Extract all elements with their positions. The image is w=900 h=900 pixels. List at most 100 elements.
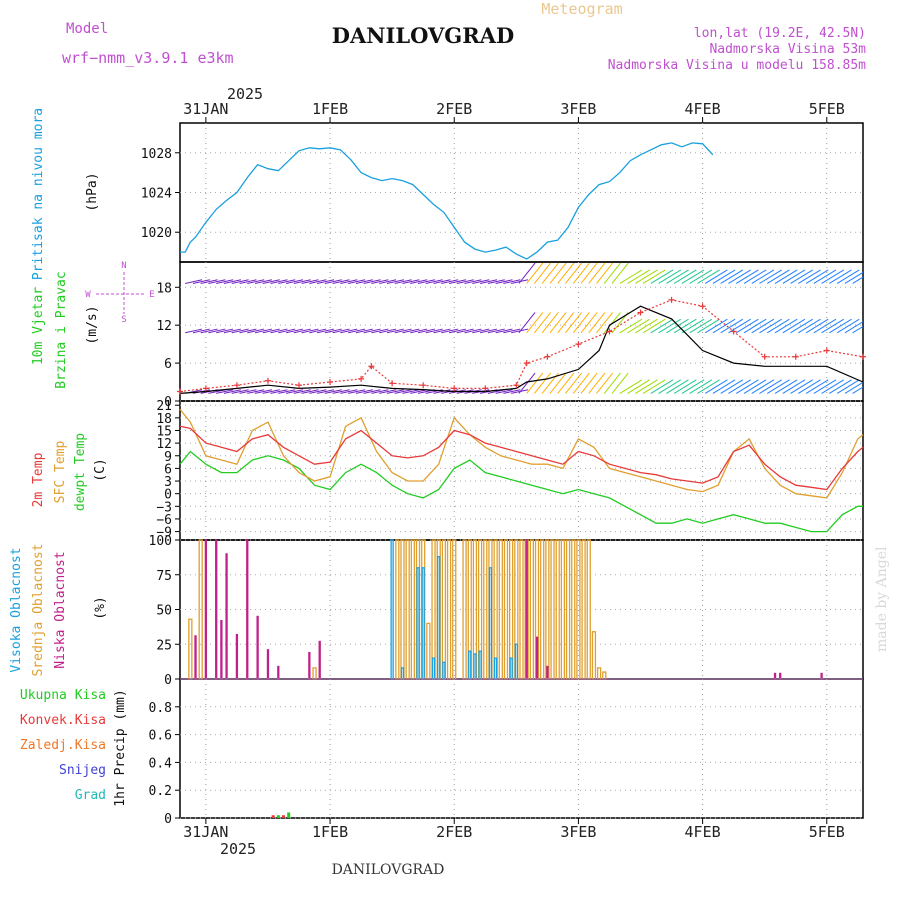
wind-arrow [627, 379, 650, 394]
wind-arrow [580, 262, 598, 284]
wind-arrow [417, 328, 436, 334]
wind-arrow [767, 318, 790, 334]
low-cloud-bar [246, 539, 249, 680]
wind-arrow [689, 318, 713, 334]
wind-arrow [603, 262, 621, 284]
low-cloud-bar [820, 672, 823, 680]
wind-arrow [278, 389, 296, 394]
low-cloud-bar [235, 633, 239, 680]
wind-arrow [285, 328, 304, 334]
mid-cloud-bar [591, 631, 597, 680]
panel-frames [179, 122, 864, 819]
wind-arrow [371, 279, 389, 284]
wind-arrow [650, 379, 674, 394]
chart-marks [177, 142, 866, 818]
wind-arrow [852, 386, 863, 394]
wind-arrow [247, 389, 265, 394]
wind-arrow [557, 262, 575, 284]
wind-arrow [433, 279, 451, 284]
y-tick-label: −6 [156, 513, 172, 528]
wind-arrow [239, 279, 257, 284]
wind-arrow [394, 279, 412, 284]
low-cloud-bar [779, 672, 782, 680]
precip-label-total: Ukupna Kisa [20, 688, 106, 703]
wind-arrow [301, 328, 319, 334]
wind-arrow [751, 269, 775, 284]
temp2m-line [179, 425, 864, 491]
wind-arrow [479, 328, 498, 334]
wind-arrow [821, 318, 845, 334]
wind-arrow [728, 269, 751, 284]
y-tick-label: 1028 [141, 147, 172, 162]
mid-cloud-bar [586, 539, 591, 680]
wind-arrow [239, 389, 257, 394]
wind-arrow [317, 279, 335, 284]
wind-arrow [410, 279, 428, 284]
wind-arrow [603, 312, 621, 334]
wind-arrow [697, 318, 720, 334]
wind-arrow [735, 318, 759, 334]
wind-arrow [379, 389, 397, 394]
wind-arrow [270, 389, 288, 394]
wind-arrow [402, 279, 420, 284]
mid-cloud-bar [560, 539, 566, 680]
wind-arrow [355, 279, 373, 284]
y-tick-label: 18 [156, 412, 172, 427]
gust-marker [202, 385, 209, 392]
gust-marker [482, 385, 489, 392]
wind-arrow [619, 318, 643, 334]
precip-label-frz: Zaledj.Kisa [20, 738, 106, 753]
wind-arrow [208, 328, 226, 334]
wind-arrow [572, 262, 590, 284]
wind-arrow [712, 269, 736, 284]
wind-arrow [790, 379, 813, 394]
wind-arrow [185, 328, 203, 334]
gust-marker [544, 353, 551, 360]
high-cloud-bar [509, 657, 513, 680]
wind-arrow [774, 379, 798, 394]
low-cloud-bar [256, 615, 259, 680]
wind-arrow [386, 279, 404, 284]
wind-arrow [728, 318, 751, 334]
cloud-label-1: Visoka Oblacnost [9, 547, 24, 672]
wind-arrow [464, 279, 482, 284]
wind-arrow [247, 328, 265, 334]
top-day-label: 31JAN [183, 100, 228, 118]
wind-arrow [720, 318, 744, 334]
wind-arrow [472, 328, 490, 334]
wind-arrow [433, 389, 451, 394]
low-cloud-bar [194, 635, 197, 680]
high-cloud-bar [468, 650, 472, 680]
gust-marker [699, 303, 706, 310]
wind-arrow [441, 328, 459, 334]
wind-arrow [410, 328, 428, 334]
high-cloud-bar [473, 653, 477, 680]
top-day-label: 1FEB [312, 100, 348, 118]
low-cloud-bar [277, 665, 280, 680]
wind-arrow [759, 379, 782, 394]
wind-arrow [223, 279, 241, 284]
sfc-temp-line [179, 408, 864, 499]
mid-cloud-bar [581, 539, 586, 680]
wind-arrow [518, 262, 536, 284]
wind-arrow [572, 372, 590, 394]
wind-arrow [798, 269, 821, 284]
mid-cloud-bar [312, 667, 317, 680]
wind-arrow [759, 318, 782, 334]
precip-bar-total [287, 812, 291, 818]
wind-arrow [588, 372, 606, 394]
wind-arrow [681, 379, 705, 394]
wind-arrow [798, 318, 821, 334]
wind-arrow [712, 379, 736, 394]
wind-arrow [635, 379, 658, 394]
low-cloud-bar [773, 672, 777, 680]
cloud-label-3: Niska Oblacnost [53, 551, 68, 668]
wind-arrow [720, 269, 744, 284]
wind-arrow [642, 318, 666, 334]
wind-arrow [549, 262, 567, 284]
high-cloud-bar [416, 567, 420, 680]
gust-marker [358, 375, 365, 382]
temp-label-3: dewpt Temp [73, 433, 88, 511]
wind-arrow [511, 279, 529, 284]
high-cloud-bar [437, 556, 441, 680]
